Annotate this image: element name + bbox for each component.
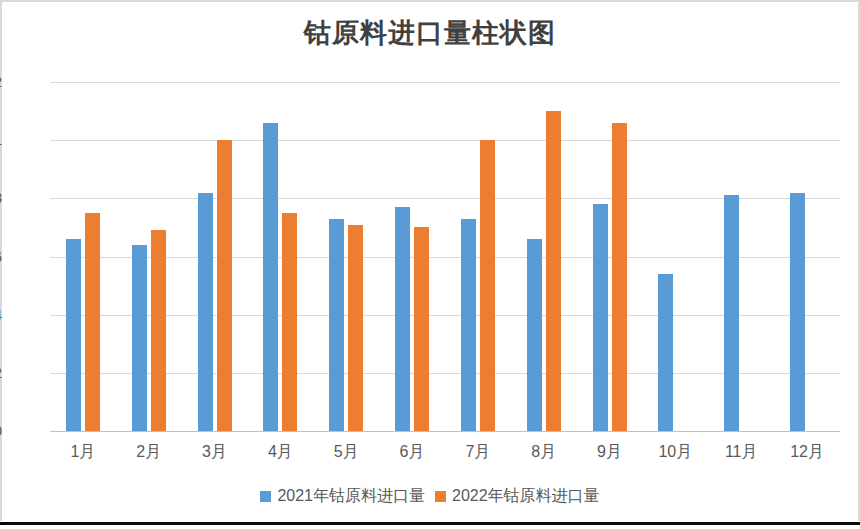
bar-group-12月 bbox=[774, 82, 840, 431]
x-tick-label-9月: 9月 bbox=[577, 442, 643, 463]
bar-group-10月 bbox=[642, 82, 708, 431]
y-tick-label: 0.6 bbox=[0, 248, 2, 266]
bar-group-4月 bbox=[247, 82, 313, 431]
bar-2021年-12月[interactable] bbox=[790, 193, 805, 431]
bar-2021年-10月[interactable] bbox=[658, 274, 673, 431]
bar-2021年-2月[interactable] bbox=[132, 245, 147, 431]
plot-area bbox=[50, 82, 840, 431]
legend: 2021年钴原料进口量 2022年钴原料进口量 bbox=[2, 486, 858, 507]
legend-swatch-icon bbox=[260, 491, 271, 502]
bottom-rule bbox=[0, 522, 860, 525]
bar-2022年-4月[interactable] bbox=[282, 213, 297, 431]
x-tick-label-7月: 7月 bbox=[445, 442, 511, 463]
bar-group-9月 bbox=[577, 82, 643, 431]
bar-group-6月 bbox=[379, 82, 445, 431]
bar-2021年-1月[interactable] bbox=[66, 239, 81, 431]
bar-2022年-6月[interactable] bbox=[414, 227, 429, 431]
bar-groups bbox=[50, 82, 840, 431]
x-tick-label-4月: 4月 bbox=[247, 442, 313, 463]
bar-2022年-5月[interactable] bbox=[348, 225, 363, 431]
bar-2022年-7月[interactable] bbox=[480, 140, 495, 431]
y-tick-label: 1.2 bbox=[0, 73, 2, 91]
bar-group-1月 bbox=[50, 82, 116, 431]
bar-2022年-3月[interactable] bbox=[217, 140, 232, 431]
bar-2022年-1月[interactable] bbox=[85, 213, 100, 431]
bar-group-2月 bbox=[116, 82, 182, 431]
bar-2021年-7月[interactable] bbox=[461, 219, 476, 431]
y-tick-label: 1 bbox=[0, 131, 2, 149]
bar-group-11月 bbox=[708, 82, 774, 431]
legend-swatch-icon bbox=[435, 491, 446, 502]
y-tick-label: 0.4 bbox=[0, 306, 2, 324]
bar-2021年-8月[interactable] bbox=[527, 239, 542, 431]
x-tick-label-1月: 1月 bbox=[50, 442, 116, 463]
bar-group-8月 bbox=[511, 82, 577, 431]
x-tick-label-10月: 10月 bbox=[642, 442, 708, 463]
legend-item-2022[interactable]: 2022年钴原料进口量 bbox=[435, 486, 600, 507]
x-tick-label-5月: 5月 bbox=[313, 442, 379, 463]
x-tick-label-8月: 8月 bbox=[511, 442, 577, 463]
bar-2021年-3月[interactable] bbox=[198, 193, 213, 431]
chart-title: 钴原料进口量柱状图 bbox=[2, 15, 858, 51]
bar-2022年-9月[interactable] bbox=[612, 123, 627, 431]
bar-2021年-5月[interactable] bbox=[329, 219, 344, 431]
x-tick-label-11月: 11月 bbox=[708, 442, 774, 463]
legend-label: 2021年钴原料进口量 bbox=[277, 486, 425, 507]
x-tick-label-6月: 6月 bbox=[379, 442, 445, 463]
x-tick-label-12月: 12月 bbox=[774, 442, 840, 463]
chart-canvas: 钴原料进口量柱状图 1.2 1 0.8 0.6 0.4 0.2 0 1月2月3月4月5月6月… bbox=[0, 0, 860, 521]
bar-group-5月 bbox=[313, 82, 379, 431]
y-tick-label: 0.2 bbox=[0, 364, 2, 382]
bar-2022年-8月[interactable] bbox=[546, 111, 561, 431]
x-axis: 1月2月3月4月5月6月7月8月9月10月11月12月 bbox=[50, 442, 840, 463]
legend-label: 2022年钴原料进口量 bbox=[452, 486, 600, 507]
bar-2021年-4月[interactable] bbox=[263, 123, 278, 431]
bar-2021年-6月[interactable] bbox=[395, 207, 410, 431]
bar-2021年-11月[interactable] bbox=[724, 195, 739, 431]
legend-item-2021[interactable]: 2021年钴原料进口量 bbox=[260, 486, 425, 507]
gridline bbox=[50, 431, 840, 432]
bar-2021年-9月[interactable] bbox=[593, 204, 608, 431]
y-tick-label: 0 bbox=[0, 422, 2, 440]
bar-group-7月 bbox=[445, 82, 511, 431]
y-tick-label: 0.8 bbox=[0, 189, 2, 207]
bar-group-3月 bbox=[182, 82, 248, 431]
bar-2022年-2月[interactable] bbox=[151, 230, 166, 431]
x-tick-label-3月: 3月 bbox=[182, 442, 248, 463]
x-tick-label-2月: 2月 bbox=[116, 442, 182, 463]
